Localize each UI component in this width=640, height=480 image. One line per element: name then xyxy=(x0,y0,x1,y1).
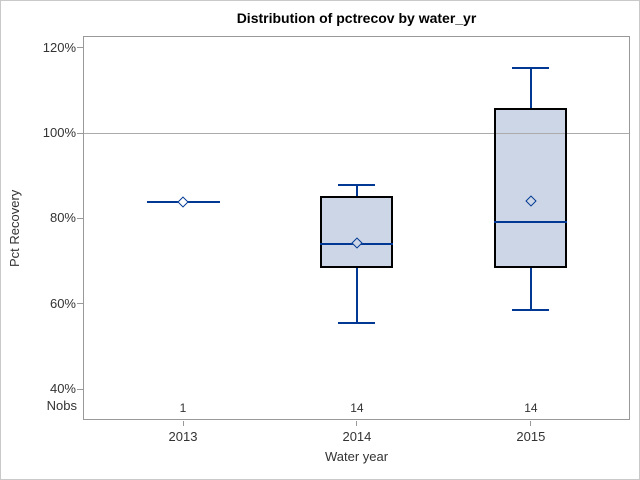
y-tick xyxy=(77,217,83,219)
mean-diamond xyxy=(177,196,189,208)
x-tick-label: 2014 xyxy=(342,429,372,444)
box-fill xyxy=(494,108,568,268)
y-tick-label: 40% xyxy=(49,381,76,396)
chart-title: Distribution of pctrecov by water_yr xyxy=(236,10,477,26)
y-tick xyxy=(77,132,83,134)
y-tick-label: 60% xyxy=(49,295,76,311)
x-tick xyxy=(530,421,532,426)
box-border xyxy=(494,108,568,268)
plot-area: 40% 60% 80% 100% 120% 2013 1 2014 14 2015 14 xyxy=(43,36,630,444)
x-tick xyxy=(356,421,358,426)
y-axis-label: Pct Recovery xyxy=(7,189,22,267)
whisker-stem xyxy=(355,268,358,323)
y-tick-label: 120% xyxy=(42,39,76,55)
whisker-stem xyxy=(529,267,532,310)
nobs-value: 1 xyxy=(179,401,187,415)
x-tick xyxy=(182,421,184,426)
y-tick xyxy=(77,303,83,305)
whisker-cap xyxy=(512,66,550,69)
y-tick-label: 80% xyxy=(49,210,76,226)
y-tick xyxy=(77,388,83,390)
nobs-value: 14 xyxy=(350,401,364,415)
reference-line xyxy=(84,132,629,134)
nobs-value: 14 xyxy=(524,401,538,415)
box-fill xyxy=(320,195,394,269)
y-tick xyxy=(77,47,83,49)
nobs-row-label: Nobs xyxy=(46,398,77,413)
whisker-cap xyxy=(338,184,376,187)
y-tick-label: 100% xyxy=(42,125,76,140)
box-border xyxy=(320,195,394,269)
x-tick-label: 2015 xyxy=(516,429,546,444)
whisker-stem xyxy=(355,185,358,196)
x-axis-label: Water year xyxy=(324,449,389,464)
x-tick-label: 2013 xyxy=(168,429,198,444)
whisker-cap xyxy=(512,308,550,311)
whisker-stem xyxy=(529,67,532,109)
whisker-cap xyxy=(338,321,376,324)
median-line xyxy=(494,220,568,223)
